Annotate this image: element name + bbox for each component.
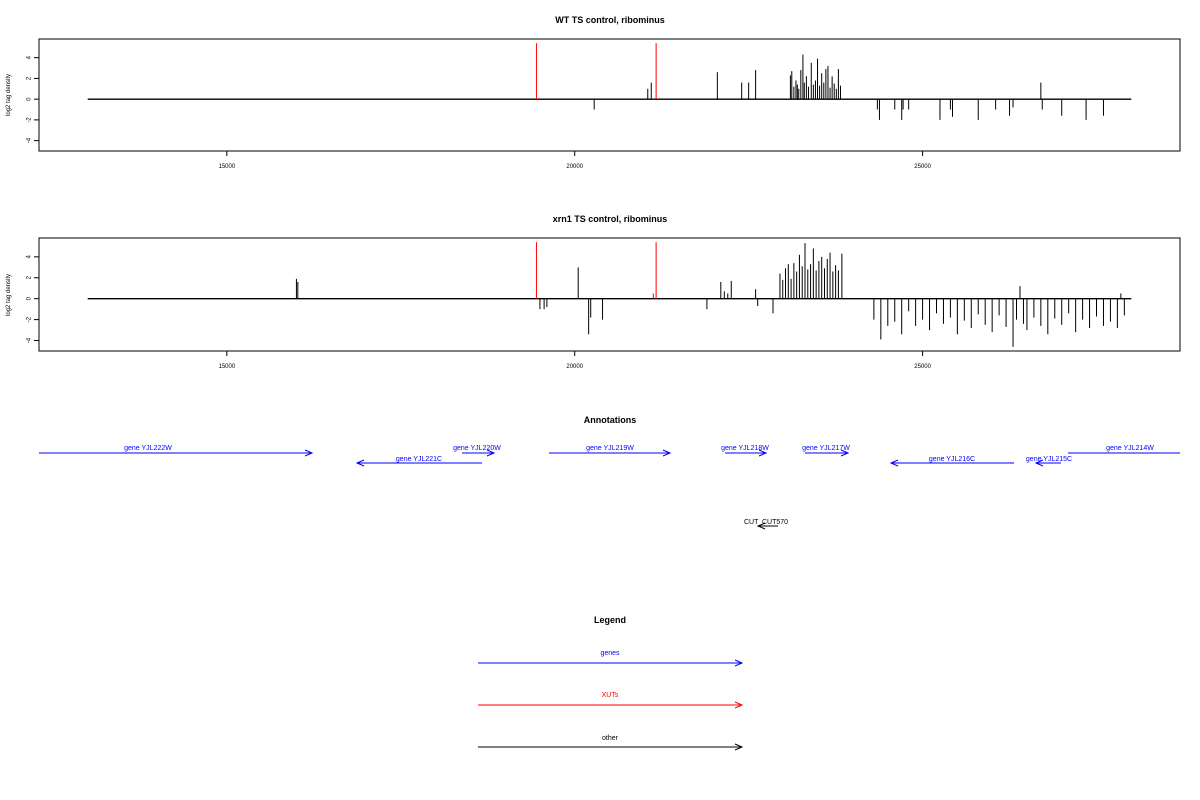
- xrn1-plot-frame: [38, 237, 1181, 352]
- y-tick-label: -4: [27, 337, 33, 343]
- y-tick-label: -2: [27, 117, 33, 123]
- gene-yjl216c: gene YJL216C: [889, 456, 1014, 467]
- x-tick-label: 20000: [566, 364, 583, 370]
- gene-label: gene YJL216C: [929, 456, 975, 463]
- other-cut: CUT CUT570: [744, 519, 788, 530]
- y-tick-label: 2: [27, 275, 33, 279]
- gene-yjl217w: gene YJL217W: [802, 445, 850, 457]
- x-tick-label: 20000: [566, 164, 583, 170]
- wt-panel-title: WT TS control, ribominus: [555, 15, 665, 25]
- legend-item-xuts: XUTs: [478, 692, 744, 709]
- legend: Legend genes XUTs other: [478, 615, 744, 751]
- y-tick-label: -2: [27, 316, 33, 322]
- annotations-title: Annotations: [584, 415, 637, 425]
- gene-yjl215c: gene YJL215C: [1026, 456, 1072, 467]
- wt-axes: 4 2 0 -2 -4 15000 20000 25000: [27, 55, 932, 170]
- xrn1-y-axis-label: log2 tag density: [6, 274, 12, 316]
- y-tick-label: 4: [27, 255, 33, 259]
- x-tick-label: 15000: [219, 364, 236, 370]
- y-tick-label: 2: [27, 76, 33, 80]
- wt-plot-frame: [38, 38, 1181, 152]
- xrn1-panel-title: xrn1 TS control, ribominus: [553, 214, 668, 224]
- gene-label: gene YJL215C: [1026, 456, 1072, 463]
- gene-label: gene YJL221C: [396, 456, 442, 463]
- y-tick-label: -4: [27, 137, 33, 143]
- gene-yjl219w: gene YJL219W: [549, 445, 672, 457]
- gene-label: gene YJL218W: [721, 445, 769, 452]
- y-tick-label: 4: [27, 55, 33, 59]
- wt-y-axis-label: log2 tag density: [6, 74, 12, 116]
- legend-label-other: other: [602, 735, 619, 742]
- xrn1-panel: xrn1 TS control, ribominus log2 tag dens…: [6, 214, 1181, 370]
- wt-panel: WT TS control, ribominus log2 tag densit…: [6, 15, 1181, 170]
- other-label-cut570: CUT570: [762, 519, 788, 526]
- x-tick-label: 15000: [219, 164, 236, 170]
- gene-label: gene YJL222W: [124, 445, 172, 452]
- gene-yjl221c: gene YJL221C: [355, 456, 482, 467]
- legend-item-other: other: [478, 735, 744, 751]
- x-tick-label: 25000: [914, 164, 931, 170]
- gene-label: gene YJL220W: [453, 445, 501, 452]
- x-tick-label: 25000: [914, 364, 931, 370]
- xrn1-axes: 4 2 0 -2 -4 15000 20000 25000: [27, 255, 932, 370]
- xrn1-bars: [87, 242, 1132, 347]
- gene-label: gene YJL217W: [802, 445, 850, 452]
- gene-yjl218w: gene YJL218W: [721, 445, 769, 457]
- legend-label-xuts: XUTs: [602, 692, 619, 699]
- wt-bars: [87, 43, 1132, 120]
- gene-yjl214w: gene YJL214W: [1068, 445, 1180, 454]
- y-tick-label: 0: [27, 296, 33, 300]
- gene-label: gene YJL219W: [586, 445, 634, 452]
- legend-item-genes: genes: [478, 650, 744, 667]
- legend-label-genes: genes: [600, 650, 620, 657]
- legend-title: Legend: [594, 615, 626, 625]
- other-label-cut: CUT: [744, 519, 759, 526]
- gene-label: gene YJL214W: [1106, 445, 1154, 452]
- annotations-track: Annotations gene YJL222W gene YJL221C ge…: [39, 415, 1180, 530]
- y-tick-label: 0: [27, 97, 33, 101]
- gene-yjl222w: gene YJL222W: [39, 445, 314, 457]
- gene-yjl220w: gene YJL220W: [453, 445, 501, 457]
